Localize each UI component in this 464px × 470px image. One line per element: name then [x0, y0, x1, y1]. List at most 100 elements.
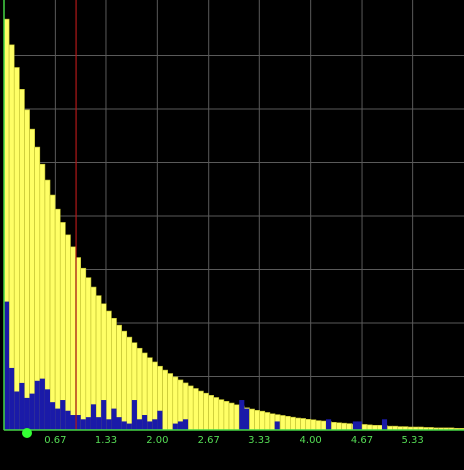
bar-blue-16: [85, 417, 91, 430]
bar-blue-27: [142, 415, 148, 430]
x-tick-label-6: 4.67: [351, 435, 373, 446]
bar-blue-15: [80, 419, 86, 430]
bar-blue-6: [34, 380, 40, 430]
bar-yellow-45: [233, 404, 240, 431]
bar-yellow-43: [223, 401, 230, 431]
bar-yellow-57: [295, 417, 301, 431]
bar-blue-0: [4, 301, 10, 430]
bar-blue-sparse-1: [243, 408, 250, 430]
bar-blue-sparse-0: [157, 410, 163, 430]
marker-dot: [22, 428, 32, 438]
bar-blue-12: [65, 410, 71, 430]
bar-yellow-70: [361, 424, 368, 431]
bar-yellow-28: [146, 357, 153, 431]
bar-blue-20: [106, 419, 112, 430]
bar-yellow-40: [208, 395, 214, 431]
bar-yellow-2: [13, 67, 20, 431]
bar-yellow-31: [162, 369, 168, 431]
bar-blue-33: [172, 423, 178, 430]
bar-yellow-11: [59, 222, 66, 431]
bar-blue-13: [70, 415, 76, 430]
bar-blue-11: [60, 400, 66, 430]
bar-blue-18: [96, 417, 102, 430]
bar-series-blue: [4, 301, 388, 430]
x-tick-label-0: 0.67: [44, 435, 66, 446]
bar-blue-34: [177, 421, 183, 430]
bar-yellow-10: [54, 208, 61, 431]
bar-blue-8: [44, 389, 51, 430]
bar-blue-7: [39, 378, 45, 430]
bar-blue-46: [239, 400, 245, 430]
bar-yellow-61: [315, 420, 322, 431]
bar-yellow-16: [85, 277, 92, 431]
x-tick-label-4: 3.33: [248, 435, 270, 446]
bar-yellow-37: [192, 388, 199, 431]
bar-yellow-50: [259, 410, 266, 431]
bar-blue-29: [152, 419, 158, 430]
bar-yellow-58: [300, 418, 307, 431]
bar-yellow-51: [264, 412, 271, 431]
bar-yellow-13: [70, 246, 76, 431]
bar-blue-sparse-4: [352, 421, 358, 430]
bar-yellow-15: [80, 267, 87, 431]
bar-yellow-60: [310, 419, 317, 431]
x-tick-label-2: 2.00: [146, 435, 168, 446]
bar-yellow-67: [346, 423, 353, 431]
bar-blue-4: [24, 397, 30, 430]
bar-yellow-71: [366, 424, 373, 431]
x-tick-label-3: 2.67: [198, 435, 220, 446]
bar-yellow-54: [279, 415, 286, 431]
axes: [3, 0, 464, 431]
bar-yellow-49: [254, 410, 260, 431]
bar-blue-14: [75, 415, 81, 430]
bar-yellow-56: [290, 416, 296, 431]
bar-yellow-3: [19, 89, 25, 431]
bar-yellow-66: [341, 422, 347, 431]
x-tick-labels: 0.67 1.33 2.00 2.67 3.33 4.00 4.67 5.33: [44, 435, 424, 446]
bar-yellow-62: [320, 420, 327, 431]
bar-yellow-20: [105, 310, 112, 431]
bar-blue-35: [182, 419, 189, 430]
bar-blue-9: [50, 402, 56, 430]
bar-blue-sparse-6: [381, 419, 388, 430]
bar-blue-26: [136, 419, 143, 430]
bar-yellow-23: [121, 330, 128, 431]
bar-yellow-12: [65, 234, 71, 431]
bar-yellow-64: [330, 421, 337, 431]
bar-yellow-48: [249, 408, 255, 431]
bar-yellow-41: [213, 397, 220, 431]
bar-yellow-55: [284, 416, 291, 431]
bar-yellow-38: [198, 390, 204, 431]
bar-yellow-42: [218, 399, 225, 431]
bar-blue-17: [90, 404, 97, 430]
bar-yellow-65: [336, 422, 342, 431]
bar-yellow-59: [305, 418, 312, 431]
bar-yellow-4: [24, 109, 30, 431]
bar-blue-5: [29, 393, 35, 430]
bar-yellow-26: [136, 347, 143, 431]
bar-blue-1: [9, 367, 15, 430]
bar-yellow-33: [172, 376, 179, 431]
bar-blue-25: [131, 400, 137, 430]
bar-blue-21: [111, 408, 117, 430]
bar-blue-3: [19, 382, 25, 430]
bar-blue-10: [55, 408, 61, 430]
bar-yellow-22: [116, 324, 122, 431]
bar-yellow-44: [228, 402, 235, 431]
x-tick-label-1: 1.33: [95, 435, 117, 446]
bar-blue-23: [121, 421, 127, 430]
bar-yellow-52: [269, 413, 276, 431]
bar-blue-sparse-5: [356, 421, 362, 430]
bar-yellow-39: [203, 392, 209, 431]
bar-blue-22: [116, 417, 122, 430]
bar-yellow-5: [29, 128, 35, 431]
x-tick-label-5: 4.00: [300, 435, 322, 446]
bar-blue-sparse-3: [326, 419, 332, 430]
bar-yellow-24: [126, 336, 133, 431]
bar-blue-2: [14, 391, 20, 430]
bar-yellow-18: [95, 295, 102, 431]
bar-yellow-36: [187, 385, 194, 431]
bar-blue-24: [126, 423, 132, 430]
bar-blue-28: [147, 421, 153, 430]
